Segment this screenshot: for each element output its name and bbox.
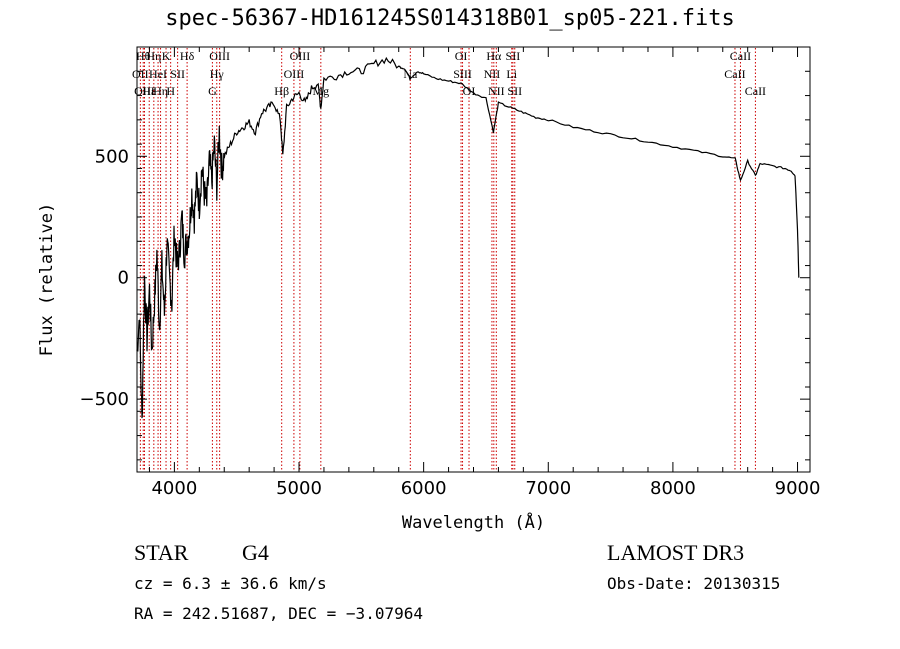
spectrum-series-line (136, 56, 800, 419)
plot-frame (136, 46, 811, 473)
spectral-line-label: H (166, 84, 175, 98)
y-tick-label: 500 (95, 146, 129, 167)
y-tick-label: 0 (118, 268, 129, 289)
spectral-line-label: OIII (209, 49, 230, 63)
x-tick-label: 4000 (151, 478, 197, 499)
spectral-line-label: Mg (312, 84, 329, 98)
spectral-line-label: Hθ (136, 49, 151, 63)
spectral-line-label: Hη (146, 49, 161, 63)
x-tick-label: 9000 (775, 478, 821, 499)
spectral-line-label: OI (455, 49, 468, 63)
y-tick-label: −500 (80, 389, 129, 410)
spectral-line-label: K (162, 49, 171, 63)
spectral-line-label: OII (132, 67, 149, 81)
spectral-line-label: Hβ (274, 84, 289, 98)
spectral-line-label: CaII (730, 49, 751, 63)
spectral-line-label: Hδ (180, 49, 195, 63)
redshift-readout: cz = 6.3 ± 36.6 km/s (134, 574, 327, 593)
x-tick-label: 5000 (276, 478, 322, 499)
spectral-line-labels-layer: OIIHθOIIIHεHηHeIHηKHSIIHδGHγOIIIHβOIIIOI… (132, 49, 766, 98)
spectral-line-label: Hα (486, 49, 502, 63)
spectral-line-label: OIII (134, 84, 155, 98)
x-tick-label: 7000 (525, 478, 571, 499)
spectral-line-label: NII (484, 67, 501, 81)
spectral-line-label: Na (403, 67, 418, 81)
spectral-line-label: SII (507, 84, 522, 98)
observation-date: Obs-Date: 20130315 (607, 574, 781, 593)
spectral-line-label: SII (506, 49, 521, 63)
spectral-line-label: OIII (290, 49, 311, 63)
spectral-lines-layer (139, 48, 756, 471)
axis-ticks-layer: 4000 5000 6000 7000 8000 9000 −500 0 500 (80, 47, 821, 499)
spectral-line-label: G (208, 84, 217, 98)
spectral-line-label: CaII (724, 67, 745, 81)
spectral-line-label: Hγ (210, 67, 225, 81)
spectral-line-label: SII (170, 67, 185, 81)
spectral-line-label: SIII (453, 67, 472, 81)
spectral-line-label: CaII (745, 84, 766, 98)
object-subclass: G4 (242, 540, 269, 565)
survey-name: LAMOST DR3 (607, 540, 745, 565)
x-tick-label: 6000 (401, 478, 447, 499)
spectral-line-label: Li (506, 67, 517, 81)
x-tick-label: 8000 (650, 478, 696, 499)
spectral-line-label: HeI (149, 67, 167, 81)
spectral-line-label: Hε (142, 84, 156, 98)
spectral-line-label: NII (488, 84, 505, 98)
x-axis-label: Wavelength (Å) (402, 511, 545, 533)
spectral-line-label: OIII (284, 67, 305, 81)
y-axis-label: Flux (relative) (37, 203, 57, 357)
spectral-line-label: Hη (153, 84, 168, 98)
coordinates-readout: RA = 242.51687, DEC = −3.07964 (134, 604, 423, 623)
chart-title: spec-56367-HD161245S014318B01_sp05-221.f… (165, 6, 735, 31)
object-class: STAR (134, 540, 189, 565)
